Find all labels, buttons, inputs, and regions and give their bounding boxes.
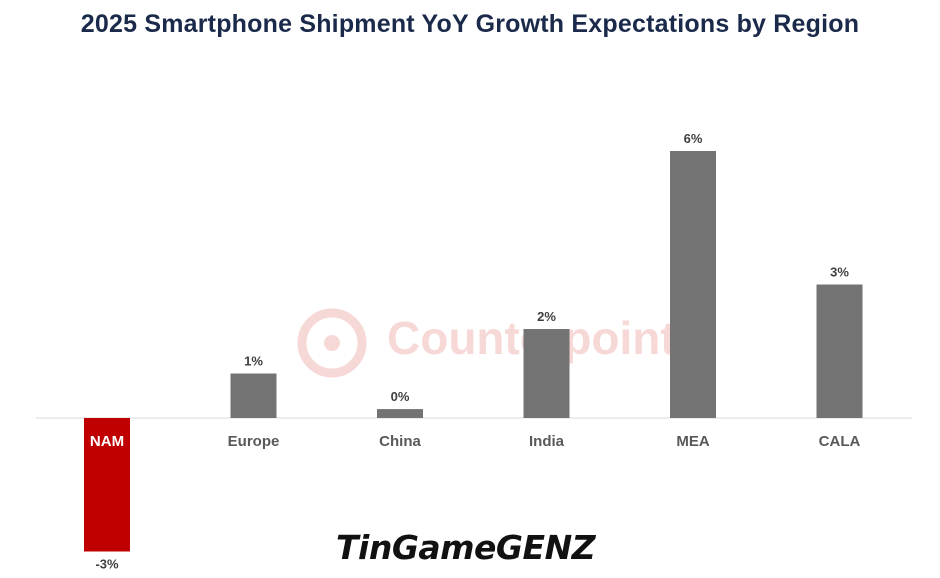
- category-label-china: China: [379, 433, 421, 450]
- data-label-cala: 3%: [830, 265, 849, 280]
- bar-nam: [84, 418, 130, 552]
- bar-china: [377, 409, 423, 418]
- data-label-india: 2%: [537, 309, 556, 324]
- category-label-cala: CALA: [819, 433, 861, 450]
- category-label-europe: Europe: [228, 433, 280, 450]
- category-label-mea: MEA: [676, 433, 710, 450]
- data-label-china: 0%: [391, 389, 410, 404]
- data-label-mea: 6%: [684, 131, 703, 146]
- bar-india: [523, 329, 570, 418]
- bar-cala: [816, 284, 863, 418]
- site-logo: TinGameGENZ: [336, 528, 596, 567]
- category-label-nam: NAM: [90, 433, 124, 450]
- data-label-europe: 1%: [244, 354, 263, 369]
- bar-europe: [230, 373, 277, 418]
- chart-title: 2025 Smartphone Shipment YoY Growth Expe…: [80, 10, 860, 38]
- bar-mea: [670, 151, 716, 418]
- data-label-nam: -3%: [95, 557, 119, 572]
- category-label-india: India: [529, 433, 565, 450]
